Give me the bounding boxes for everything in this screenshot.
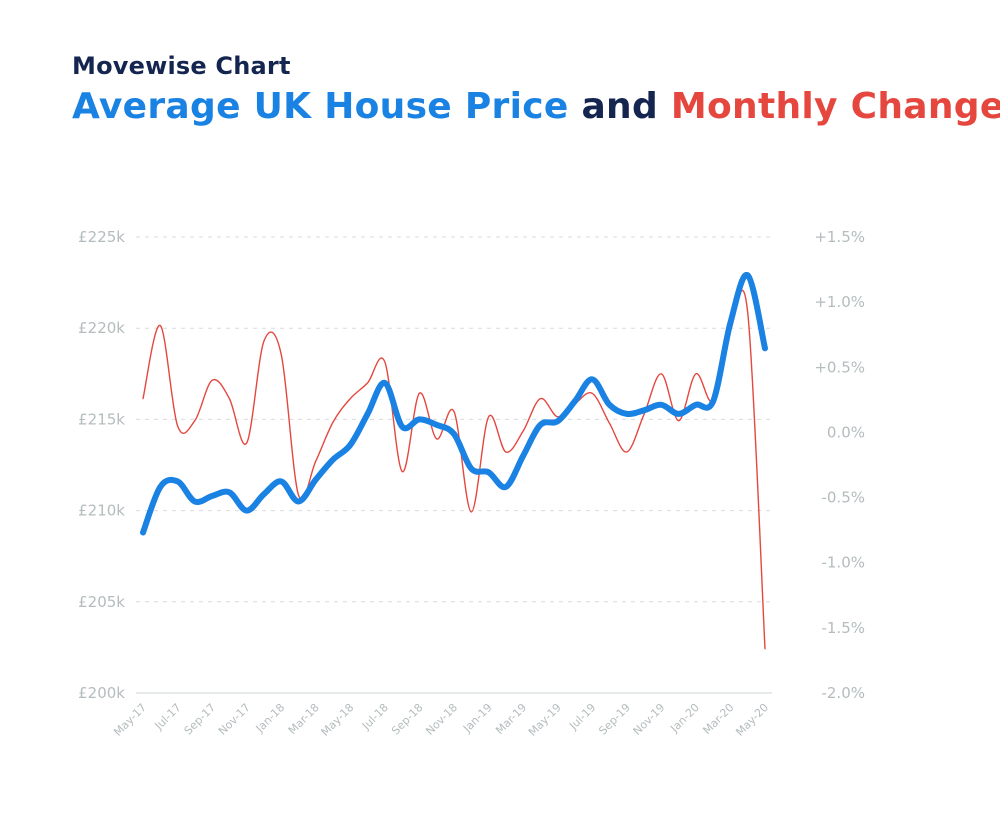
x-tick-label: Jul-18 [359,701,391,733]
x-tick-label: Jan-20 [667,701,702,736]
y-right-tick-label: +1.0% [814,293,865,311]
x-tick-label: May-18 [319,701,357,739]
x-tick-label: May-19 [526,701,564,739]
x-tick-label: May-20 [733,701,771,739]
y-axis-left: £200k £205k £210k £215k £220k £225k [78,228,125,702]
title-change-part: Monthly Change [670,86,1000,127]
y-right-tick-label: 0.0% [827,423,865,441]
x-tick-label: Mar-20 [700,701,736,737]
x-tick-label: Jul-19 [566,701,598,733]
x-tick-label: Sep-19 [596,701,633,738]
x-tick-label: Nov-19 [631,701,668,738]
y-left-tick-label: £215k [78,410,125,428]
x-tick-label: Jan-19 [460,701,495,736]
x-tick-label: Sep-18 [389,701,426,738]
x-tick-label: May-17 [111,701,149,739]
y-right-tick-label: +0.5% [814,358,865,376]
y-axis-right: -2.0% -1.5% -1.0% -0.5% 0.0% +0.5% +1.0% +1.5% [814,228,865,702]
y-left-tick-label: £200k [78,684,125,702]
y-right-tick-label: -0.5% [821,489,865,507]
title-price-part: Average UK House Price [72,86,569,127]
x-tick-label: Nov-18 [423,701,460,738]
y-right-tick-label: -2.0% [821,684,865,702]
chart-kicker: Movewise Chart [72,52,291,80]
y-left-tick-label: £220k [78,319,125,337]
x-tick-label: Nov-17 [216,701,253,738]
x-tick-label: Jan-18 [253,701,288,736]
y-left-tick-label: £205k [78,593,125,611]
y-left-tick-label: £225k [78,228,125,246]
series-group [140,272,768,650]
series-line-monthly-change [142,289,766,650]
grid-lines [136,236,772,694]
y-right-tick-label: -1.0% [821,554,865,572]
x-tick-label: Mar-19 [493,701,529,737]
y-left-tick-label: £210k [78,502,125,520]
series-line-house-price [140,272,768,536]
x-tick-label: Mar-18 [286,701,322,737]
x-tick-label: Jul-17 [152,701,184,733]
chart-title: Average UK House Price and Monthly Chang… [72,86,1000,127]
y-right-tick-label: -1.5% [821,619,865,637]
x-tick-label: Sep-17 [182,701,219,738]
y-right-tick-label: +1.5% [814,228,865,246]
title-and-part: and [581,86,659,127]
